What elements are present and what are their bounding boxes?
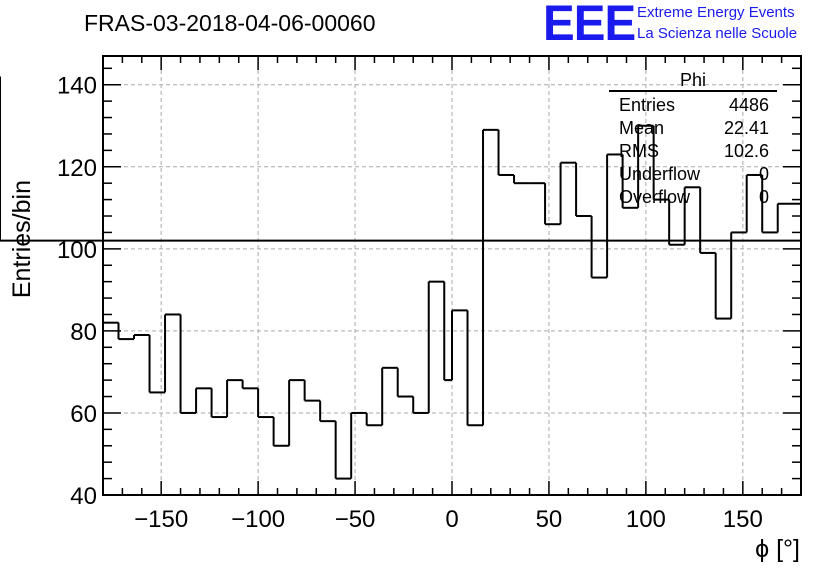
stats-title: Phi [609, 70, 777, 92]
stats-row-entries: Entries 4486 [609, 94, 777, 117]
x-tick-label: 100 [626, 506, 666, 533]
y-tick-label: 100 [57, 237, 97, 264]
chart-title: FRAS-03-2018-04-06-00060 [84, 10, 376, 36]
y-tick-label: 140 [57, 73, 97, 100]
histogram-series [0, 76, 802, 480]
y-tick-label: 80 [70, 319, 97, 346]
stats-row-underflow: Underflow 0 [609, 163, 777, 186]
y-axis-ticks: 40 60 80 100 120 140 [57, 67, 801, 510]
x-tick-label: 50 [536, 506, 563, 533]
stats-row-overflow: Overflow 0 [609, 186, 777, 209]
stats-value: 0 [758, 164, 769, 184]
x-axis-label: ϕ [°] [755, 535, 800, 563]
y-tick-label: 40 [70, 483, 97, 510]
stats-value: 102.6 [723, 141, 769, 161]
x-axis-ticks: −150 −100 −50 0 50 100 150 [102, 56, 802, 533]
stats-row-mean: Mean 22.41 [609, 117, 777, 140]
x-tick-label: −150 [134, 506, 188, 533]
stats-key: Overflow [619, 187, 691, 207]
logo-line-1: Extreme Energy Events [637, 4, 795, 21]
logo-line-2: La Scienza nelle Scuole [637, 25, 798, 42]
stats-value: 0 [758, 187, 769, 207]
y-axis-label: Entries/bin [8, 180, 36, 298]
x-tick-label: −100 [231, 506, 285, 533]
stats-key: Mean [619, 118, 665, 138]
y-tick-label: 120 [57, 155, 97, 182]
x-tick-label: 150 [723, 506, 763, 533]
x-tick-label: −50 [335, 506, 376, 533]
stats-value: 22.41 [723, 118, 769, 138]
x-tick-label: 0 [445, 506, 458, 533]
y-tick-label: 60 [70, 401, 97, 428]
grid-lines [103, 56, 801, 496]
stats-key: Entries [619, 95, 676, 115]
stats-key: RMS [619, 141, 659, 161]
stats-value: 4486 [728, 95, 769, 115]
stats-row-rms: RMS 102.6 [609, 140, 777, 163]
stats-key: Underflow [619, 164, 701, 184]
stats-box: Phi Entries 4486 Mean 22.41 RMS 102.6 Un… [609, 70, 777, 209]
eee-logo: EEE [543, 0, 636, 51]
